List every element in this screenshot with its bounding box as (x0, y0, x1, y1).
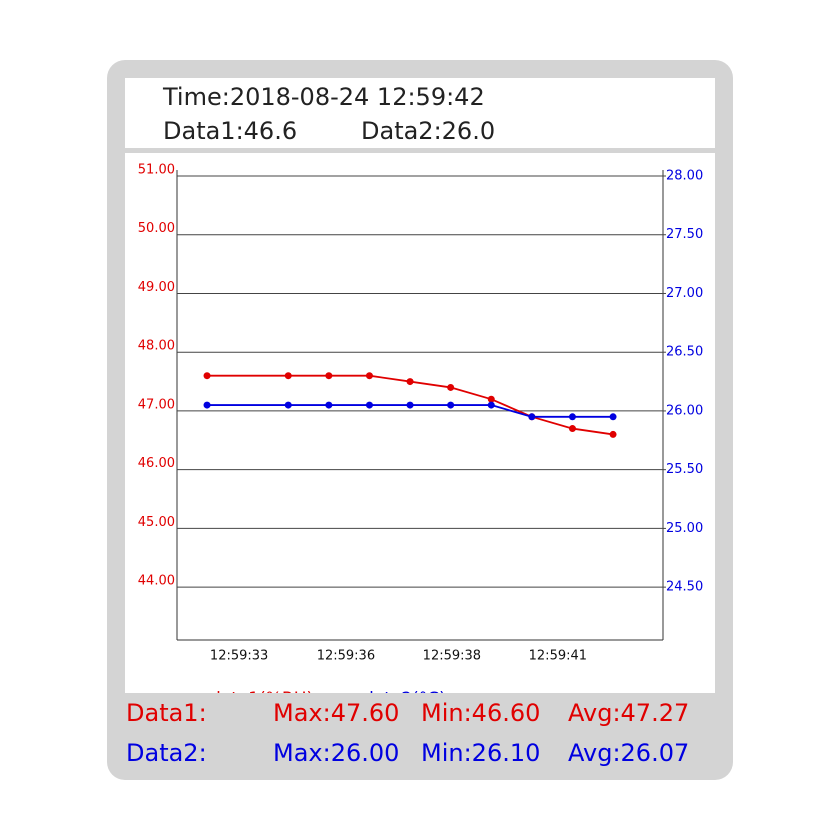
y-tick-label: 48.00 (138, 339, 175, 354)
y2-tick-label: 25.00 (666, 521, 703, 536)
point (406, 378, 414, 386)
stat-min: Min:26.10 (421, 739, 540, 767)
header-box (125, 78, 715, 148)
point (487, 401, 495, 409)
x-tick-label: 12:59:36 (317, 649, 375, 664)
time-text: Time:2018-08-24 12:59:42 (162, 83, 485, 111)
point (365, 372, 373, 380)
series-line (207, 404, 614, 418)
stat-max: Max:47.60 (273, 699, 399, 727)
point (203, 372, 211, 380)
stat-label: Data1: (126, 699, 207, 727)
y-tick-label: 47.00 (138, 397, 175, 412)
point (325, 372, 333, 380)
plot: 44.00 45.00 46.00 47.00 48.00 49.00 50.00 51.00… (138, 163, 703, 709)
point (284, 401, 292, 409)
point (487, 395, 495, 403)
x-tick-label: 12:59:33 (210, 649, 268, 664)
point (406, 401, 414, 409)
y2-tick-label: 25.50 (666, 462, 703, 477)
y2-tick-label: 27.50 (666, 227, 703, 242)
stat-max: Max:26.00 (273, 739, 399, 767)
stat-label: Data2: (126, 739, 207, 767)
y-tick-label: 46.00 (138, 456, 175, 471)
y-tick-label: 50.00 (138, 221, 175, 236)
stat-avg: Avg:26.07 (568, 739, 689, 767)
y2-tick-label: 27.00 (666, 286, 703, 301)
point (447, 401, 455, 409)
point (447, 383, 455, 391)
data1-text: Data1:46.6 (163, 117, 297, 145)
x-tick-label: 12:59:38 (423, 649, 481, 664)
point (203, 401, 211, 409)
y-tick-label: 45.00 (138, 515, 175, 530)
point (609, 413, 617, 421)
stat-avg: Avg:47.27 (568, 699, 689, 727)
y2-tick-label: 26.00 (666, 403, 703, 418)
data2-text: Data2:26.0 (361, 117, 495, 145)
point (528, 413, 536, 421)
chart-box (125, 153, 715, 693)
point (325, 401, 333, 409)
y-tick-label: 51.00 (138, 163, 175, 178)
x-tick-label: 12:59:41 (529, 649, 587, 664)
y2-tick-label: 28.00 (666, 169, 703, 184)
legend-entry: data2(°C) (363, 689, 446, 709)
stat-min: Min:46.60 (421, 699, 540, 727)
series-line (207, 374, 614, 436)
y2-tick-label: 24.50 (666, 580, 703, 595)
legend-entry: data1(%RH) (210, 689, 313, 709)
y2-tick-label: 26.50 (666, 345, 703, 360)
point (609, 430, 617, 438)
point (568, 425, 576, 433)
y-tick-label: 44.00 (138, 574, 175, 589)
point (365, 401, 373, 409)
point (568, 413, 576, 421)
y-tick-label: 49.00 (138, 280, 175, 295)
point (284, 372, 292, 380)
